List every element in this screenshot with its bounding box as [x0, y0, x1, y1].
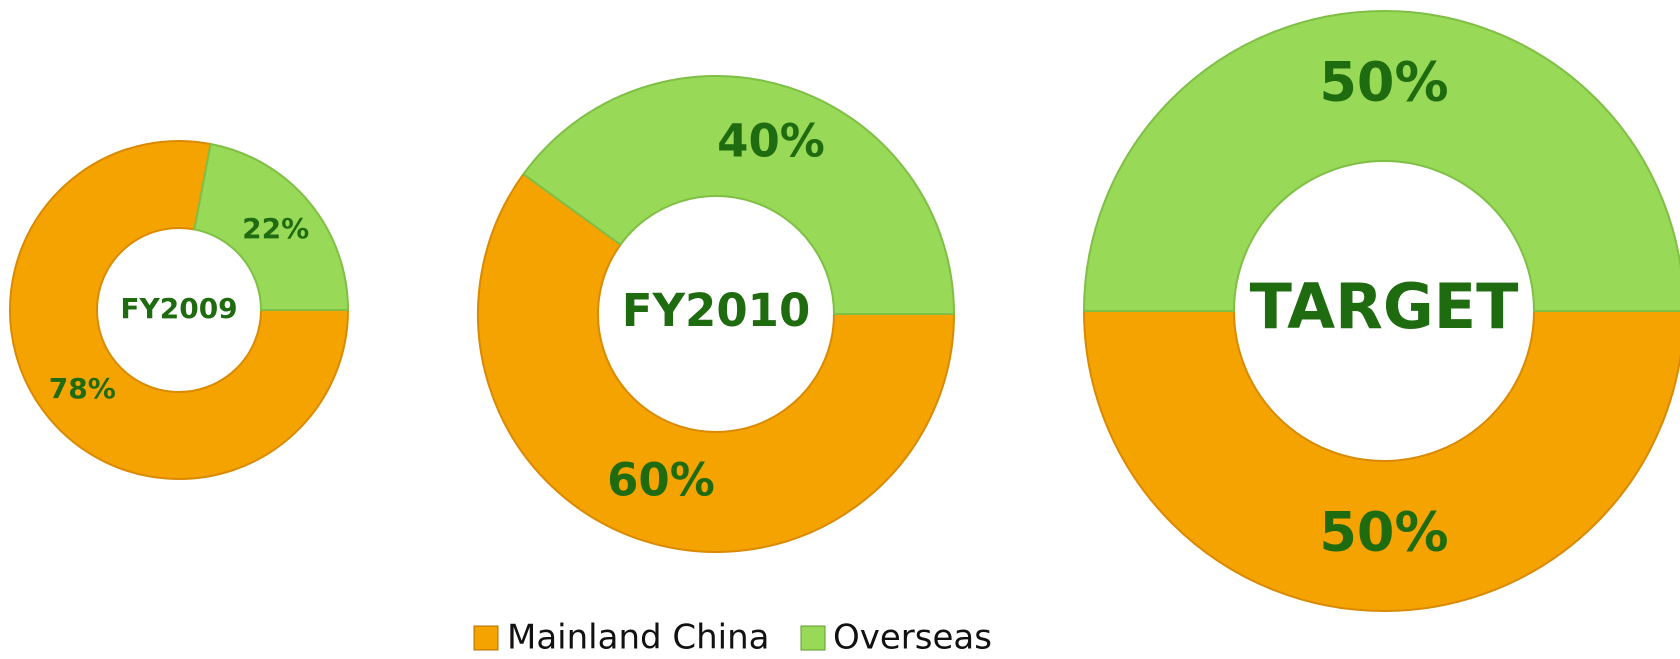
- legend-swatch: [473, 625, 499, 651]
- value-label: 78%: [49, 372, 116, 405]
- value-label: 50%: [1319, 51, 1448, 114]
- donut-segment: [1082, 310, 1680, 612]
- donut-segment: [193, 142, 350, 311]
- legend-swatch: [800, 625, 826, 651]
- legend-label: Mainland China: [507, 618, 770, 658]
- donut-title: TARGET: [1250, 270, 1519, 343]
- donut-title: FY2010: [622, 284, 811, 337]
- donut-segment: [9, 140, 350, 480]
- value-label: 40%: [717, 115, 825, 168]
- donut-segment: [522, 75, 956, 315]
- donut-segment: [477, 172, 956, 553]
- legend-label: Overseas: [833, 618, 992, 658]
- donut-title: FY2009: [120, 292, 237, 325]
- value-label: 22%: [242, 212, 309, 245]
- value-label: 50%: [1319, 501, 1448, 564]
- legend: Mainland China Overseas: [473, 618, 992, 658]
- value-label: 60%: [607, 453, 715, 506]
- donut-segment: [1082, 10, 1680, 312]
